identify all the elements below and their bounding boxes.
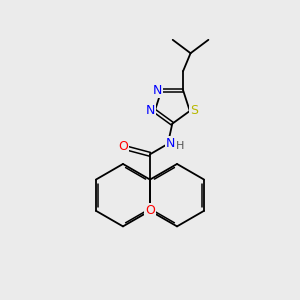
Text: O: O — [145, 204, 155, 217]
Text: N: N — [152, 84, 162, 97]
Text: S: S — [190, 104, 198, 118]
Text: H: H — [176, 141, 184, 151]
Text: N: N — [166, 137, 176, 150]
Text: O: O — [118, 140, 128, 153]
Text: N: N — [146, 104, 155, 118]
